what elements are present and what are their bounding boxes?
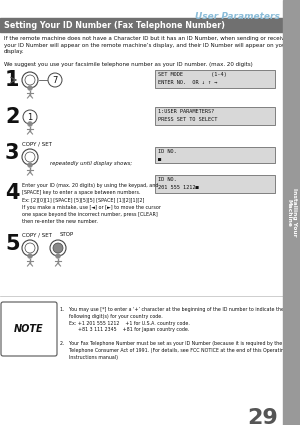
Text: PRESS SET TO SELECT: PRESS SET TO SELECT [158, 117, 217, 122]
Text: 7: 7 [52, 76, 58, 85]
FancyBboxPatch shape [1, 302, 57, 356]
Text: We suggest you use your facsimile telephone number as your ID number. (max. 20 d: We suggest you use your facsimile teleph… [4, 62, 253, 67]
Text: SET MODE         (1-4): SET MODE (1-4) [158, 72, 227, 77]
Text: 2: 2 [5, 107, 20, 127]
Bar [0, 18, 283, 32]
Text: +81 3 111 2345    +81 for Japan country code.: +81 3 111 2345 +81 for Japan country cod… [60, 327, 189, 332]
Bar [155, 175, 275, 193]
Text: 2.   Your Fax Telephone Number must be set as your ID Number (because it is requ: 2. Your Fax Telephone Number must be set… [60, 341, 282, 346]
Text: [SPACE] key to enter a space between numbers.: [SPACE] key to enter a space between num… [22, 190, 140, 195]
Text: Instructions manual): Instructions manual) [60, 354, 118, 360]
Circle shape [28, 85, 32, 91]
Text: COPY / SET: COPY / SET [22, 232, 52, 237]
Bar [283, 0, 300, 425]
Text: 3: 3 [5, 143, 20, 163]
Text: Ex: [2][0][1] [SPACE] [5][5][5] [SPACE] [1][2][1][2]: Ex: [2][0][1] [SPACE] [5][5][5] [SPACE] … [22, 197, 144, 202]
Bar [155, 147, 275, 163]
Text: ID NO.: ID NO. [158, 177, 177, 182]
Text: following digit(s) for your country code.: following digit(s) for your country code… [60, 314, 163, 319]
Bar [155, 70, 275, 88]
Circle shape [28, 162, 32, 167]
Text: 201 555 1212■: 201 555 1212■ [158, 185, 199, 190]
Text: ENTER NO.  OR ↓ ↑ →: ENTER NO. OR ↓ ↑ → [158, 80, 217, 85]
Text: then re-enter the new number.: then re-enter the new number. [22, 219, 98, 224]
Text: If the remote machine does not have a Character ID but it has an ID Number, when: If the remote machine does not have a Ch… [4, 36, 295, 54]
Text: 1: 1 [5, 70, 20, 90]
Circle shape [56, 253, 61, 258]
Text: Setting Your ID Number (Fax Telephone Number): Setting Your ID Number (Fax Telephone Nu… [4, 20, 225, 29]
Circle shape [28, 253, 32, 258]
Circle shape [53, 243, 63, 253]
Circle shape [28, 122, 32, 127]
Bar [155, 107, 275, 125]
Text: 1: 1 [27, 113, 33, 122]
Text: repeatedly until display shows;: repeatedly until display shows; [50, 161, 132, 166]
Text: ID NO.: ID NO. [158, 149, 177, 154]
Text: Installing Your
Machine: Installing Your Machine [286, 188, 297, 237]
Text: NOTE: NOTE [14, 324, 44, 334]
Text: STOP: STOP [60, 232, 74, 237]
Text: one space beyond the incorrect number, press [CLEAR]: one space beyond the incorrect number, p… [22, 212, 158, 217]
Text: Telephone Consumer Act of 1991. (For details, see FCC NOTICE at the end of this : Telephone Consumer Act of 1991. (For det… [60, 348, 287, 353]
Text: Enter your ID (max. 20 digits) by using the keypad, and: Enter your ID (max. 20 digits) by using … [22, 183, 158, 188]
Text: 5: 5 [5, 234, 20, 254]
Text: 29: 29 [247, 408, 278, 425]
Text: User Parameters: User Parameters [195, 12, 280, 21]
Text: ■: ■ [158, 157, 161, 162]
Text: 1.   You may use [*] to enter a ‘+’ character at the beginning of the ID number : 1. You may use [*] to enter a ‘+’ charac… [60, 307, 284, 312]
Text: 4: 4 [5, 183, 20, 203]
Text: COPY / SET: COPY / SET [22, 141, 52, 146]
Text: Ex: +1 201 555 1212    +1 for U.S.A. country code.: Ex: +1 201 555 1212 +1 for U.S.A. countr… [60, 320, 190, 326]
Text: If you make a mistake, use [◄] or [►] to move the cursor: If you make a mistake, use [◄] or [►] to… [22, 204, 161, 210]
Text: 1:USER PARAMETERS?: 1:USER PARAMETERS? [158, 109, 214, 114]
